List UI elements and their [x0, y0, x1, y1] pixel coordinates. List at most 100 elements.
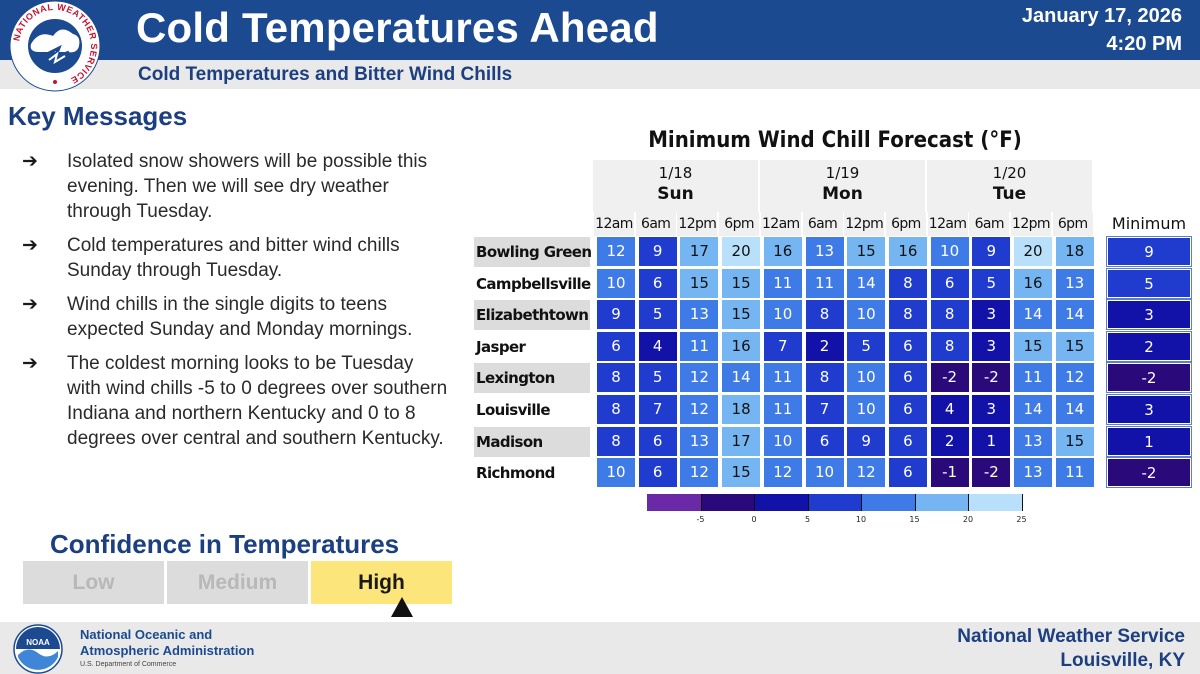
location-label: Louisville — [476, 401, 551, 419]
day-header-sun: 1/18 Sun — [593, 160, 758, 212]
issue-date: January 17, 2026 — [1021, 5, 1182, 27]
wind-chill-cell: 3 — [972, 300, 1011, 330]
page-title: Cold Temperatures Ahead — [136, 4, 659, 51]
location-label: Madison — [474, 426, 590, 457]
wind-chill-cell: 8 — [805, 300, 844, 330]
wind-chill-cell: 17 — [680, 237, 719, 266]
wind-chill-cell: 13 — [680, 426, 719, 456]
noaa-name-line2: Atmospheric Administration — [80, 643, 255, 658]
wind-chill-cell: 6 — [638, 458, 677, 488]
location-label: Elizabethtown — [474, 300, 590, 331]
wind-chill-cell: 8 — [888, 268, 927, 298]
minimum-cell: 3 — [1106, 394, 1192, 425]
header-bar — [0, 0, 1200, 60]
wind-chill-cell: 9 — [597, 300, 635, 330]
wind-chill-cell: 11 — [1014, 363, 1052, 393]
hour-header-cell: 12am — [927, 212, 968, 236]
arrow-right-icon: ➔ — [22, 294, 38, 315]
color-scale-tick — [807, 494, 809, 511]
wind-chill-cell: 12 — [1055, 363, 1094, 393]
wind-chill-cell: 13 — [1014, 426, 1052, 456]
wind-chill-cell: 10 — [930, 237, 969, 266]
key-message-text: Cold temperatures and bitter wind chills… — [67, 235, 400, 281]
wind-chill-cell: 18 — [1055, 237, 1094, 266]
location-label: Campbellsville — [476, 274, 591, 293]
key-messages-title: Key Messages — [8, 101, 188, 131]
wind-chill-cell: 12 — [680, 458, 719, 488]
wind-chill-cell: 11 — [763, 268, 802, 298]
color-scale-band — [754, 494, 808, 511]
color-scale-band — [861, 494, 915, 511]
wind-chill-cell: -2 — [972, 458, 1011, 488]
confidence-high: High — [311, 561, 452, 604]
wind-chill-cell: 10 — [805, 458, 844, 488]
wind-chill-cell: 10 — [847, 363, 886, 393]
key-messages-list: ➔ Isolated snow showers will be possible… — [22, 149, 452, 460]
subheader-bar — [0, 60, 1200, 89]
day-date: 1/19 — [825, 164, 860, 182]
color-scale-tick — [861, 494, 862, 511]
color-scale-band — [914, 494, 968, 511]
color-scale-tick-label: 20 — [962, 515, 974, 524]
wind-chill-cell: 9 — [972, 237, 1011, 266]
key-message-text: Wind chills in the single digits to teen… — [67, 294, 413, 340]
arrow-right-icon: ➔ — [22, 235, 38, 256]
confidence-scale: Low Medium High — [23, 561, 455, 604]
color-scale-tick — [914, 494, 916, 511]
key-message-item: ➔ The coldest morning looks to be Tuesda… — [22, 351, 452, 451]
arrow-right-icon: ➔ — [22, 151, 38, 172]
wind-chill-cell: 10 — [597, 268, 635, 298]
wind-chill-cell: 14 — [847, 268, 886, 298]
wind-chill-cell: 11 — [680, 331, 719, 361]
wind-chill-cell: 14 — [722, 363, 761, 393]
wind-chill-cell: 9 — [847, 426, 886, 456]
hour-header-cell: 12am — [594, 212, 634, 236]
wind-chill-cell: 17 — [722, 426, 761, 456]
hour-header-cell: 6am — [635, 212, 676, 236]
wind-chill-cell: 7 — [638, 395, 677, 424]
wind-chill-cell: 7 — [805, 395, 844, 424]
wind-chill-cell: 8 — [930, 331, 969, 361]
color-scale-tick-label: -5 — [696, 515, 705, 524]
color-scale-tick — [700, 494, 702, 511]
footer-bar — [0, 622, 1200, 674]
wind-chill-cell: 13 — [1055, 268, 1094, 298]
wind-chill-cell: 2 — [805, 331, 844, 361]
day-name: Mon — [822, 184, 863, 204]
wind-chill-title: Minimum Wind Chill Forecast (°F) — [648, 128, 1022, 153]
wind-chill-cell: 8 — [805, 363, 844, 393]
wind-chill-cell: 3 — [972, 395, 1011, 424]
wind-chill-cell: 12 — [763, 458, 802, 488]
minimum-cell: 9 — [1106, 236, 1192, 267]
wind-chill-cell: 6 — [888, 426, 927, 456]
location-label: Bowling Green — [474, 237, 592, 267]
wind-chill-cell: 8 — [597, 426, 635, 456]
wind-chill-cell: 15 — [680, 268, 719, 298]
wind-chill-cell: 6 — [597, 331, 635, 361]
wind-chill-cell: 6 — [888, 331, 927, 361]
wind-chill-cell: -2 — [930, 363, 969, 393]
day-name: Tue — [992, 184, 1027, 204]
wind-chill-cell: 11 — [1055, 458, 1094, 488]
hour-header-cell: 12pm — [1011, 212, 1051, 236]
day-header-mon: 1/19 Mon — [760, 160, 925, 212]
wind-chill-cell: 18 — [722, 395, 761, 424]
wind-chill-cell: 16 — [722, 331, 761, 361]
hour-header-cell: 12pm — [677, 212, 718, 236]
color-scale-tick-label: 25 — [1016, 515, 1027, 524]
wind-chill-cell: 8 — [597, 363, 635, 393]
wind-chill-cell: -1 — [930, 458, 969, 488]
key-message-text: Isolated snow showers will be possible t… — [67, 151, 428, 222]
wind-chill-cell: -2 — [972, 363, 1011, 393]
wind-chill-cell: 10 — [847, 300, 886, 330]
noaa-name-line1: National Oceanic and — [80, 627, 213, 642]
minimum-cell: -2 — [1106, 457, 1192, 489]
key-message-item: ➔ Cold temperatures and bitter wind chil… — [22, 233, 452, 283]
color-scale-band — [700, 494, 754, 511]
key-message-item: ➔ Isolated snow showers will be possible… — [22, 149, 452, 224]
wind-chill-cell: 5 — [972, 268, 1011, 298]
wind-chill-cell: 8 — [930, 300, 969, 330]
day-name: Sun — [657, 184, 694, 204]
wind-chill-cell: 5 — [638, 300, 677, 330]
page-subtitle: Cold Temperatures and Bitter Wind Chills — [138, 64, 513, 85]
